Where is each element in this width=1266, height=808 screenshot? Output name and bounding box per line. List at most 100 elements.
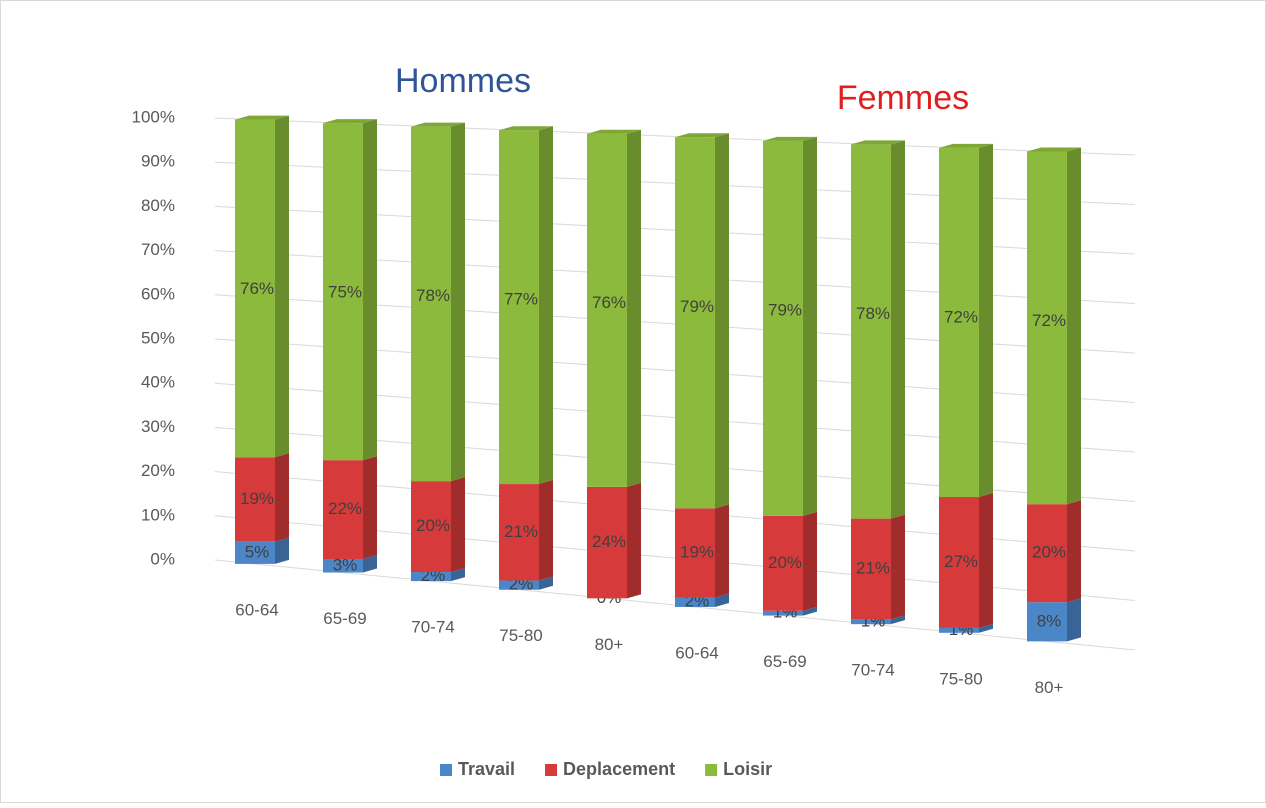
bar-top <box>851 140 905 145</box>
bar-side <box>715 504 729 598</box>
bar <box>235 119 275 458</box>
annotation: Hommes <box>395 62 531 100</box>
data-label: 20% <box>1032 543 1066 562</box>
bar-side <box>803 606 817 616</box>
bar-top <box>587 129 641 134</box>
bar-side <box>451 122 465 482</box>
x-tick-label: 80+ <box>1035 678 1064 697</box>
bar <box>235 457 275 542</box>
data-label: 8% <box>1037 611 1062 630</box>
data-label: 76% <box>592 293 626 312</box>
data-label: 21% <box>856 558 890 577</box>
annotation: Femmes <box>837 79 969 117</box>
bar-side <box>451 477 465 573</box>
bar-side <box>715 593 729 607</box>
data-label: 3% <box>333 555 358 574</box>
bar <box>411 126 451 482</box>
bar-top <box>499 126 553 131</box>
bar-top <box>675 133 729 138</box>
bar <box>411 572 451 582</box>
bar-side <box>891 140 905 519</box>
bar <box>763 140 803 516</box>
bar <box>323 559 363 573</box>
bar-side <box>539 480 553 581</box>
data-label: 20% <box>768 553 802 572</box>
y-tick-label: 80% <box>141 196 175 215</box>
data-label: 77% <box>504 290 538 309</box>
bar-top <box>763 136 817 141</box>
bar-side <box>275 115 289 458</box>
data-label: 5% <box>245 542 270 561</box>
y-tick-label: 10% <box>141 505 175 524</box>
data-label: 76% <box>240 279 274 298</box>
bar <box>939 497 979 628</box>
y-tick-label: 70% <box>141 240 175 259</box>
y-tick-label: 0% <box>150 549 175 568</box>
x-tick-label: 75-80 <box>939 669 982 688</box>
y-tick-label: 100% <box>132 107 175 126</box>
bar <box>1027 151 1067 505</box>
data-label: 72% <box>1032 311 1066 330</box>
bar <box>499 580 539 590</box>
bar-top <box>323 119 377 124</box>
bar <box>1027 504 1067 603</box>
data-label: 22% <box>328 499 362 518</box>
bar-side <box>539 576 553 590</box>
bar <box>675 508 715 598</box>
bar <box>235 541 275 564</box>
bar <box>763 515 803 611</box>
legend-label: Deplacement <box>563 759 675 779</box>
bar-top <box>1027 147 1081 152</box>
x-tick-label: 60-64 <box>235 600 278 619</box>
bar-side <box>979 493 993 628</box>
data-label: 21% <box>504 522 538 541</box>
data-label: 79% <box>768 300 802 319</box>
bar-side <box>891 615 905 625</box>
data-label: 27% <box>944 552 978 571</box>
bar-side <box>1067 147 1081 505</box>
bar-side <box>1067 598 1081 642</box>
bar-side <box>715 133 729 509</box>
y-tick-label: 60% <box>141 284 175 303</box>
bar <box>851 144 891 519</box>
bar-top <box>411 122 465 127</box>
legend-label: Loisir <box>723 759 772 779</box>
bar-top <box>939 143 993 148</box>
x-tick-label: 65-69 <box>763 652 806 671</box>
bar <box>851 518 891 620</box>
x-tick-label: 80+ <box>595 635 624 654</box>
data-label: 19% <box>680 542 714 561</box>
bar-top <box>235 115 289 120</box>
x-tick-label: 70-74 <box>411 618 454 637</box>
bar-side <box>539 126 553 485</box>
x-tick-label: 60-64 <box>675 643 718 662</box>
data-label: 79% <box>680 297 714 316</box>
bar-side <box>451 568 465 582</box>
y-tick-label: 20% <box>141 461 175 480</box>
bar-side <box>363 555 377 573</box>
data-label: 78% <box>856 304 890 323</box>
y-tick-label: 40% <box>141 373 175 392</box>
bar <box>499 130 539 485</box>
bar-side <box>363 456 377 560</box>
bar-side <box>275 453 289 542</box>
legend-swatch <box>545 764 558 776</box>
data-label: 72% <box>944 307 978 326</box>
bar <box>411 481 451 573</box>
legend-swatch <box>440 764 452 776</box>
bar-side <box>979 623 993 633</box>
x-tick-label: 65-69 <box>323 609 366 628</box>
bar <box>587 486 627 599</box>
bar <box>939 147 979 498</box>
x-tick-label: 70-74 <box>851 661 894 680</box>
bar-side <box>363 119 377 461</box>
y-tick-label: 30% <box>141 417 175 436</box>
bar <box>587 133 627 487</box>
y-tick-label: 90% <box>141 152 175 171</box>
data-label: 78% <box>416 286 450 305</box>
bar-side <box>275 537 289 564</box>
bar <box>675 597 715 607</box>
bar-side <box>803 511 817 611</box>
bar <box>323 123 363 461</box>
